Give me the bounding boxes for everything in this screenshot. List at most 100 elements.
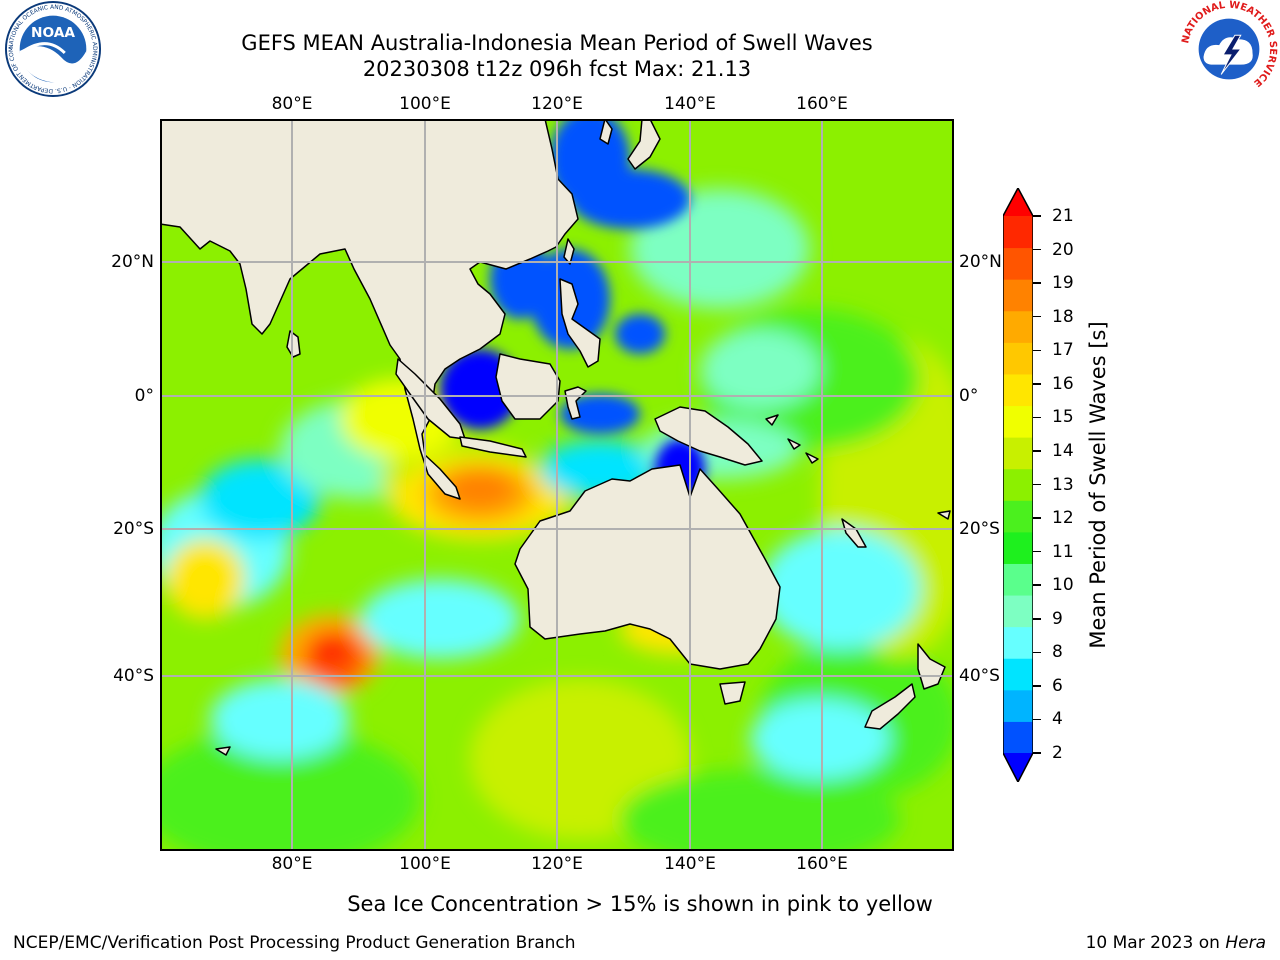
colorbar-tick-label: 15	[1052, 407, 1074, 428]
colorbar-tick-label: 11	[1052, 541, 1074, 562]
colorbar-tick-label: 16	[1052, 373, 1074, 394]
colorbar-segments	[1003, 216, 1033, 754]
colorbar-tick-mark	[1033, 685, 1041, 687]
lon-label-top: 160°E	[796, 94, 848, 114]
footer-date-text: 10 Mar 2023 on	[1085, 933, 1226, 953]
lat-label-left: 0°	[134, 386, 154, 406]
chart-title: GEFS MEAN Australia-Indonesia Mean Perio…	[0, 30, 1114, 82]
lat-label-right: 20°N	[959, 252, 1002, 272]
lon-label-top: 140°E	[664, 94, 716, 114]
colorbar-tick-label: 4	[1052, 709, 1063, 730]
lon-label-bottom: 140°E	[664, 854, 716, 874]
footer-credit: NCEP/EMC/Verification Post Processing Pr…	[13, 933, 576, 953]
colorbar-tick-mark	[1033, 215, 1041, 217]
lon-label-top: 120°E	[531, 94, 583, 114]
colorbar-segment	[1003, 626, 1033, 659]
colorbar-segment	[1003, 405, 1033, 438]
sumatra	[395, 358, 466, 440]
nz-north	[917, 643, 946, 690]
asia-landmass	[160, 119, 579, 500]
colorbar-tick-mark	[1033, 315, 1041, 318]
colorbar	[1003, 188, 1033, 782]
lat-label-right: 0°	[959, 386, 979, 406]
lat-label-left: 20°S	[113, 519, 154, 539]
title-line-1: GEFS MEAN Australia-Indonesia Mean Perio…	[241, 31, 873, 55]
colorbar-tick-mark	[1033, 248, 1041, 251]
nz-south	[864, 683, 916, 730]
taiwan	[563, 238, 575, 265]
land	[160, 119, 951, 756]
colorbar-segment	[1003, 216, 1033, 249]
lon-label-bottom: 120°E	[531, 854, 583, 874]
colorbar-segment	[1003, 595, 1033, 628]
colorbar-tick-label: 6	[1052, 675, 1063, 696]
colorbar-segment	[1003, 468, 1033, 501]
noaa-logo-text: NOAA	[31, 25, 75, 41]
colorbar-tick-label: 13	[1052, 474, 1074, 495]
colorbar-tick-mark	[1033, 618, 1041, 620]
colorbar-tick-mark	[1033, 651, 1041, 654]
colorbar-segment	[1003, 500, 1033, 533]
lat-label-right: 40°S	[959, 666, 1000, 686]
colorbar-tick-label: 17	[1052, 340, 1074, 361]
colorbar-tick-mark	[1033, 483, 1041, 486]
map-frame	[160, 119, 954, 851]
sri-lanka	[286, 330, 301, 358]
colorbar-under-arrow	[1003, 753, 1033, 782]
tasmania	[719, 681, 746, 705]
nws-logo: NATIONAL WEATHER SERVICE	[1180, 0, 1278, 97]
colorbar-tick-label: 9	[1052, 608, 1063, 629]
lon-label-bottom: 100°E	[399, 854, 451, 874]
footer-date: 10 Mar 2023 on Hera	[1086, 933, 1266, 953]
new-caledonia	[841, 518, 867, 548]
colorbar-segment	[1003, 689, 1033, 722]
colorbar-segment	[1003, 310, 1033, 343]
lon-label-bottom: 160°E	[796, 854, 848, 874]
colorbar-segment	[1003, 531, 1033, 564]
lat-label-left: 40°S	[113, 666, 154, 686]
colorbar-segment	[1003, 658, 1033, 691]
footer-host: Hera	[1225, 933, 1266, 953]
colorbar-tick-mark	[1033, 383, 1041, 385]
philippines	[559, 278, 601, 368]
graticule	[160, 119, 954, 851]
colorbar-label: Mean Period of Swell Waves [s]	[1086, 321, 1110, 649]
colorbar-tick-mark	[1033, 584, 1041, 586]
colorbar-segment	[1003, 563, 1033, 596]
fiji	[937, 510, 951, 520]
colorbar-tick-label: 14	[1052, 440, 1074, 461]
japan	[627, 119, 661, 170]
lat-label-right: 20°S	[959, 519, 1000, 539]
colorbar-tick-mark	[1033, 718, 1041, 721]
colorbar-tick-label: 10	[1052, 575, 1074, 596]
colorbar-segment	[1003, 373, 1033, 407]
colorbar-tick-label: 18	[1052, 306, 1074, 327]
lat-label-left: 20°N	[111, 252, 154, 272]
colorbar-segment	[1003, 437, 1033, 470]
colorbar-tick-mark	[1033, 416, 1041, 419]
colorbar-segment	[1003, 279, 1033, 312]
colorbar-tick-mark	[1033, 752, 1041, 754]
korea	[599, 119, 613, 145]
lon-label-bottom: 80°E	[271, 854, 313, 874]
lon-label-top: 100°E	[399, 94, 451, 114]
colorbar-tick-mark	[1033, 550, 1041, 553]
colorbar-tick-label: 12	[1052, 508, 1074, 529]
kerguelen	[215, 746, 231, 756]
colorbar-tick-mark	[1033, 349, 1041, 351]
colorbar-tick-label: 20	[1052, 239, 1074, 260]
solomon-islands	[765, 414, 819, 464]
colorbar-tick-label: 8	[1052, 642, 1063, 663]
colorbar-tick-mark	[1033, 450, 1041, 452]
colorbar-tick-label: 21	[1052, 206, 1074, 226]
borneo	[495, 353, 561, 420]
colorbar-over-arrow	[1003, 188, 1033, 216]
colorbar-segment	[1003, 342, 1033, 375]
swell-field	[160, 189, 954, 851]
colorbar-tick-mark	[1033, 282, 1041, 284]
swell-period-map	[160, 119, 954, 851]
australia	[514, 464, 781, 670]
colorbar-tick-label: 2	[1052, 743, 1063, 763]
colorbar-tick-label: 19	[1052, 273, 1074, 294]
title-line-2: 20230308 t12z 096h fcst Max: 21.13	[362, 57, 752, 81]
